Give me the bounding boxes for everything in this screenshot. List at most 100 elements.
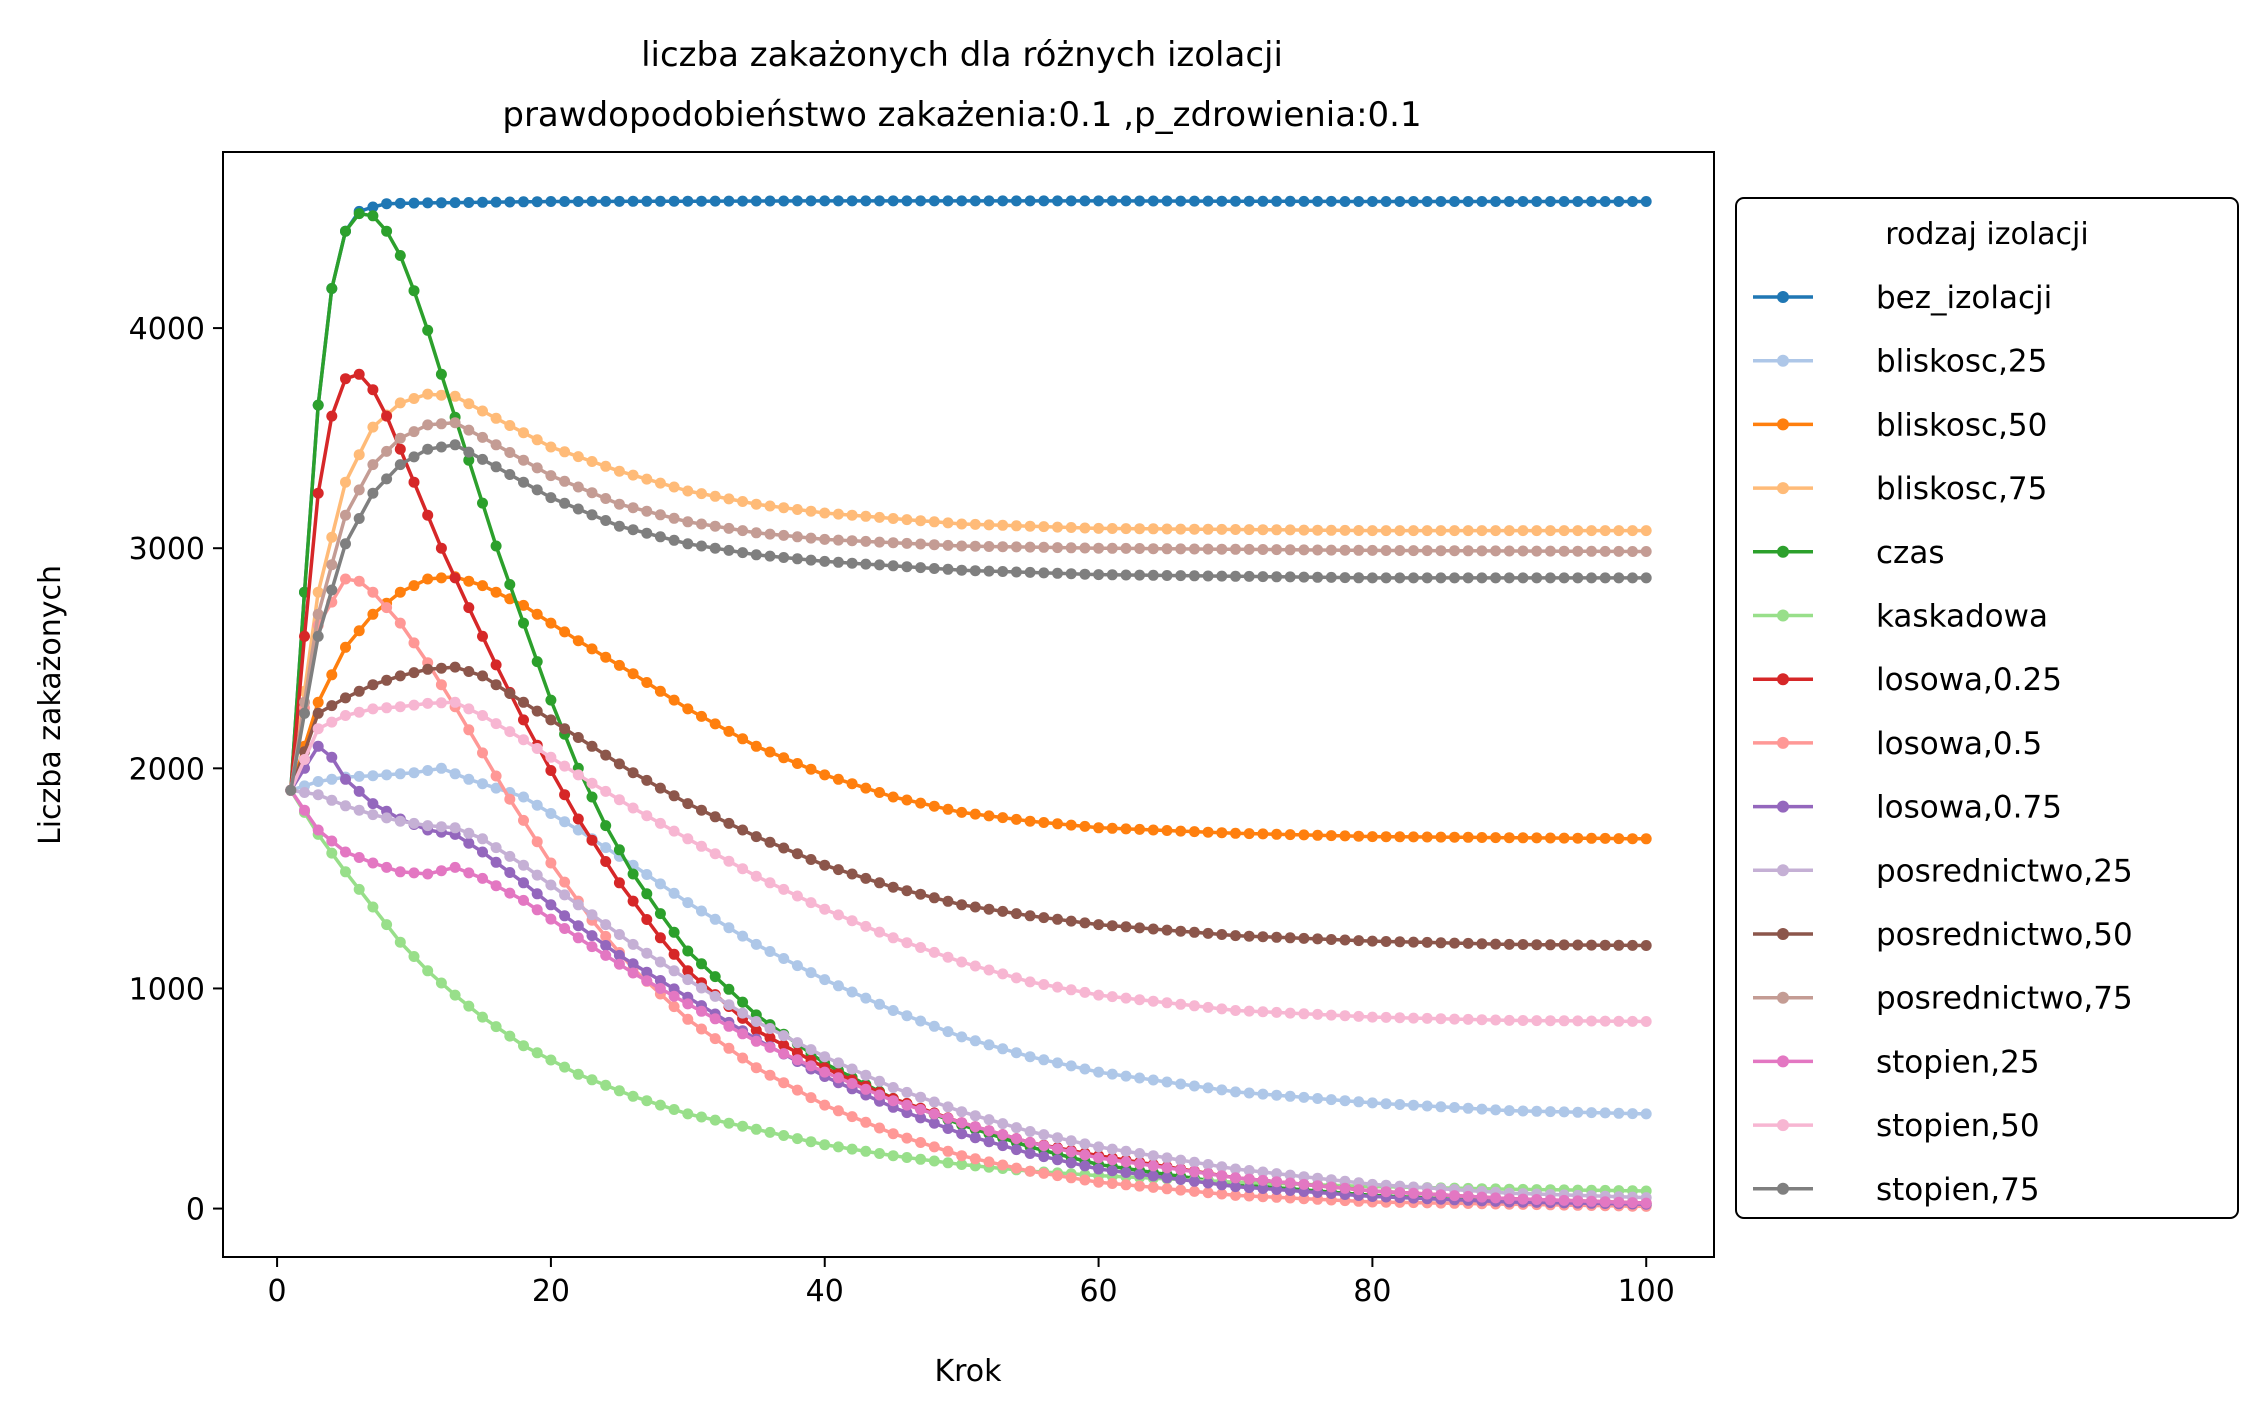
data-point — [997, 1043, 1009, 1055]
legend-swatch-marker — [1777, 418, 1789, 431]
data-point — [463, 1000, 475, 1012]
series-stopien,75 — [285, 439, 1652, 796]
data-point — [1161, 1152, 1173, 1164]
data-point — [1188, 1175, 1200, 1187]
data-point — [1052, 1154, 1063, 1166]
data-point — [1010, 520, 1022, 532]
data-point — [1120, 542, 1132, 554]
data-point — [723, 999, 735, 1011]
data-point — [353, 852, 365, 863]
data-point — [654, 817, 666, 829]
data-point — [915, 1153, 927, 1165]
data-point — [1284, 932, 1296, 944]
data-point — [559, 760, 571, 772]
data-point — [1586, 1015, 1597, 1027]
data-point — [791, 195, 803, 207]
data-point — [1052, 913, 1063, 925]
data-point — [627, 802, 639, 814]
data-point — [1134, 823, 1146, 835]
data-point — [1490, 832, 1502, 844]
data-point — [627, 967, 639, 979]
data-point — [1408, 525, 1419, 537]
data-point — [504, 196, 516, 208]
data-point — [1065, 915, 1077, 927]
data-point — [518, 196, 529, 208]
data-point — [928, 195, 940, 207]
data-point — [1408, 196, 1419, 207]
data-point — [326, 794, 338, 806]
data-point — [422, 388, 434, 400]
data-point — [367, 201, 379, 213]
data-point — [490, 842, 502, 854]
legend: rodzaj izolacji bez_izolacjibliskosc,25b… — [1735, 197, 2239, 1219]
data-point — [408, 393, 420, 404]
data-point — [299, 787, 310, 798]
legend-swatch-marker — [1777, 291, 1789, 303]
legend-label: czas — [1876, 535, 1944, 571]
data-point — [545, 899, 557, 911]
data-point — [545, 617, 557, 629]
data-point — [1449, 831, 1460, 843]
data-point — [1572, 832, 1584, 844]
data-point — [613, 844, 625, 856]
legend-label: bez_izolacji — [1876, 280, 2052, 316]
data-point — [1298, 1171, 1310, 1183]
data-point — [832, 195, 844, 207]
data-point — [956, 899, 968, 911]
data-point — [353, 770, 365, 782]
data-point — [846, 1063, 858, 1075]
data-point — [1544, 572, 1556, 584]
data-point — [353, 368, 365, 380]
data-point — [1106, 1068, 1118, 1080]
data-point — [545, 808, 557, 819]
data-point — [778, 1077, 790, 1089]
data-point — [381, 812, 393, 824]
data-point — [449, 390, 461, 402]
data-point — [942, 539, 954, 551]
data-point — [696, 488, 707, 500]
data-point — [1421, 831, 1433, 843]
data-point — [737, 733, 749, 745]
data-point — [1435, 1189, 1447, 1201]
data-point — [326, 410, 338, 422]
data-point — [1257, 931, 1269, 943]
data-point — [1093, 1066, 1105, 1078]
data-point — [326, 835, 338, 847]
data-point — [750, 498, 762, 510]
data-point — [750, 549, 762, 561]
data-point — [1462, 1013, 1474, 1025]
series-line — [289, 744, 1647, 1206]
data-point — [1202, 543, 1214, 555]
data-point — [1586, 545, 1597, 557]
data-point — [1503, 525, 1515, 537]
data-point — [381, 473, 393, 485]
data-point — [1531, 1194, 1543, 1205]
data-point — [627, 524, 639, 536]
data-point — [1599, 525, 1611, 537]
data-point — [997, 905, 1009, 917]
data-point — [572, 451, 584, 463]
data-point — [1175, 1184, 1187, 1196]
data-point — [791, 1084, 803, 1096]
data-point — [381, 919, 393, 931]
data-point — [422, 965, 434, 977]
data-point — [1024, 1137, 1036, 1148]
data-point — [819, 555, 831, 567]
legend-swatch-marker — [1777, 1055, 1789, 1068]
data-point — [1093, 1141, 1105, 1153]
data-point — [518, 454, 529, 466]
data-point — [764, 500, 776, 512]
data-point — [1161, 1162, 1173, 1174]
data-point — [668, 512, 680, 524]
data-point — [764, 1041, 776, 1053]
data-point — [1325, 1009, 1337, 1021]
data-point — [1476, 832, 1488, 843]
data-point — [340, 509, 351, 521]
data-point — [1339, 572, 1351, 584]
data-point — [1490, 938, 1502, 950]
data-point — [1216, 827, 1228, 839]
data-point — [1476, 1103, 1488, 1115]
data-point — [1271, 828, 1283, 840]
data-point — [805, 1136, 817, 1148]
